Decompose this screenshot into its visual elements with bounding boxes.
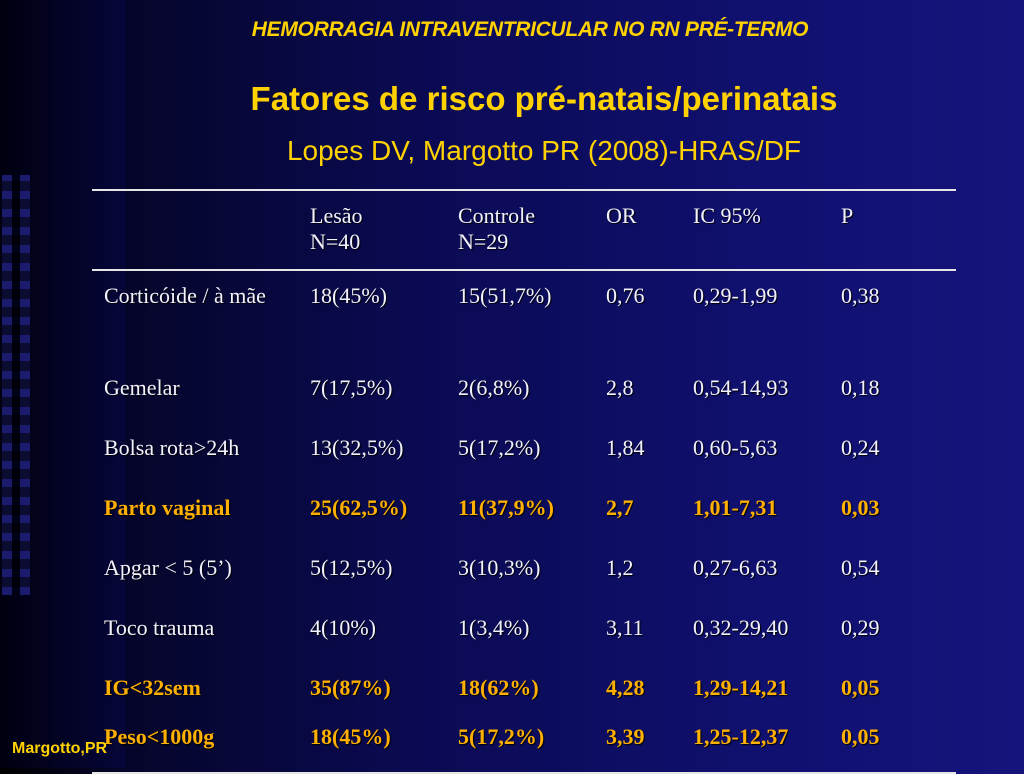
row-lesion: 13(32,5%) bbox=[310, 435, 404, 460]
row-ci: 1,01-7,31 bbox=[693, 495, 778, 520]
row-ci: 1,25-12,37 bbox=[693, 724, 789, 749]
row-lesion: 25(62,5%) bbox=[310, 495, 408, 520]
row-p: 0,05 bbox=[841, 724, 880, 749]
risk-factors-table: Lesão N=40 Controle N=29 OR IC 95% P Corti… bbox=[92, 189, 956, 774]
row-control: 2(6,8%) bbox=[458, 375, 530, 400]
row-or: 3,11 bbox=[606, 615, 644, 640]
row-factor: Apgar < 5 (5’) bbox=[104, 555, 232, 580]
slide-title: Fatores de risco pré-natais/perinatais bbox=[250, 80, 838, 117]
header-cell-or: OR bbox=[606, 203, 637, 228]
table-row-significant: IG<32sem 35(87%) 18(62%) 4,28 1,29-14,21… bbox=[92, 663, 956, 712]
row-ci: 0,29-1,99 bbox=[693, 283, 778, 308]
row-factor: Toco trauma bbox=[104, 615, 215, 640]
row-or: 1,84 bbox=[606, 435, 645, 460]
header-cell-control: Controle N=29 bbox=[458, 190, 606, 270]
row-lesion: 4(10%) bbox=[310, 615, 376, 640]
row-p: 0,54 bbox=[841, 555, 880, 580]
row-ci: 0,27-6,63 bbox=[693, 555, 778, 580]
row-ci: 0,54-14,93 bbox=[693, 375, 789, 400]
row-ci: 1,29-14,21 bbox=[693, 675, 789, 700]
row-or: 0,76 bbox=[606, 283, 645, 308]
table-row: Bolsa rota>24h 13(32,5%) 5(17,2%) 1,84 0… bbox=[92, 423, 956, 483]
row-factor: Bolsa rota>24h bbox=[104, 435, 240, 460]
row-lesion: 7(17,5%) bbox=[310, 375, 393, 400]
row-control: 3(10,3%) bbox=[458, 555, 541, 580]
table-header-row: Lesão N=40 Controle N=29 OR IC 95% P bbox=[92, 190, 956, 270]
row-control: 18(62%) bbox=[458, 675, 539, 700]
row-p: 0,29 bbox=[841, 615, 880, 640]
row-control: 11(37,9%) bbox=[458, 495, 554, 520]
row-control: 5(17,2%) bbox=[458, 724, 545, 749]
row-factor: IG<32sem bbox=[104, 675, 201, 700]
header-cell-p: P bbox=[841, 203, 854, 228]
row-or: 3,39 bbox=[606, 724, 645, 749]
row-ci: 0,60-5,63 bbox=[693, 435, 778, 460]
row-p: 0,18 bbox=[841, 375, 880, 400]
row-factor: Peso<1000g bbox=[104, 724, 215, 749]
row-p: 0,03 bbox=[841, 495, 880, 520]
row-lesion: 35(87%) bbox=[310, 675, 391, 700]
row-lesion: 5(12,5%) bbox=[310, 555, 393, 580]
row-lesion: 18(45%) bbox=[310, 724, 391, 749]
row-or: 2,8 bbox=[606, 375, 634, 400]
row-control: 1(3,4%) bbox=[458, 615, 530, 640]
row-p: 0,38 bbox=[841, 283, 880, 308]
row-factor: Gemelar bbox=[104, 375, 180, 400]
row-factor: Parto vaginal bbox=[104, 495, 231, 520]
row-or: 2,7 bbox=[606, 495, 634, 520]
row-p: 0,05 bbox=[841, 675, 880, 700]
slide-header: HEMORRAGIA INTRAVENTRICULAR NO RN PRÉ-TE… bbox=[251, 18, 809, 41]
header-cell-factor bbox=[92, 190, 310, 270]
table-row-significant: Parto vaginal 25(62,5%) 11(37,9%) 2,7 1,… bbox=[92, 483, 956, 543]
table-row: Gemelar 7(17,5%) 2(6,8%) 2,8 0,54-14,93 … bbox=[92, 363, 956, 423]
decorative-squares bbox=[2, 175, 30, 595]
table-row: Apgar < 5 (5’) 5(12,5%) 3(10,3%) 1,2 0,2… bbox=[92, 543, 956, 603]
table-body: Corticóide / à mãe 18(45%) 15(51,7%) 0,7… bbox=[92, 270, 956, 773]
row-p: 0,24 bbox=[841, 435, 880, 460]
header-lesion-n: N=40 bbox=[310, 229, 361, 254]
row-or: 4,28 bbox=[606, 675, 645, 700]
row-control: 15(51,7%) bbox=[458, 283, 552, 308]
header-control-n: N=29 bbox=[458, 229, 509, 254]
table-row: Toco trauma 4(10%) 1(3,4%) 3,11 0,32-29,… bbox=[92, 603, 956, 663]
table-row-significant: Peso<1000g 18(45%) 5(17,2%) 3,39 1,25-12… bbox=[92, 712, 956, 773]
row-or: 1,2 bbox=[606, 555, 634, 580]
header-cell-ci: IC 95% bbox=[693, 203, 761, 228]
row-ci: 0,32-29,40 bbox=[693, 615, 789, 640]
header-lesion-label: Lesão bbox=[310, 203, 363, 228]
row-control: 5(17,2%) bbox=[458, 435, 541, 460]
header-control-label: Controle bbox=[458, 203, 535, 228]
table-row: Corticóide / à mãe 18(45%) 15(51,7%) 0,7… bbox=[92, 270, 956, 363]
table-header: Lesão N=40 Controle N=29 OR IC 95% P bbox=[92, 190, 956, 270]
slide-subtitle: Lopes DV, Margotto PR (2008)-HRAS/DF bbox=[286, 135, 802, 166]
row-factor: Corticóide / à mãe bbox=[104, 283, 266, 308]
header-cell-lesion: Lesão N=40 bbox=[310, 190, 458, 270]
row-lesion: 18(45%) bbox=[310, 283, 387, 308]
author-footer: Margotto,PR bbox=[12, 740, 108, 757]
